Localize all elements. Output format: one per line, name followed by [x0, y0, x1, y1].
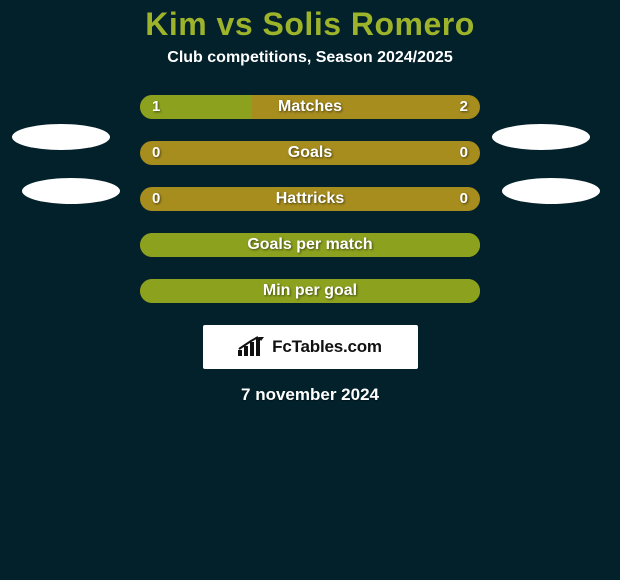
page-subtitle: Club competitions, Season 2024/2025 [0, 49, 620, 67]
stat-left-value: 0 [152, 187, 160, 211]
stat-label: Goals per match [247, 236, 372, 253]
stat-left-value: 1 [152, 95, 160, 119]
stat-bar: 1 2 Matches [140, 95, 480, 119]
stat-right-value: 2 [460, 95, 468, 119]
team-ellipse-right-2 [502, 178, 600, 204]
source-badge: FcTables.com [203, 325, 418, 369]
stat-bar: Min per goal [140, 279, 480, 303]
stat-label: Hattricks [276, 190, 344, 207]
stat-right-value: 0 [460, 187, 468, 211]
team-ellipse-right-1 [492, 124, 590, 150]
stat-bar: 0 0 Goals [140, 141, 480, 165]
team-ellipse-left-1 [12, 124, 110, 150]
stat-label: Goals [288, 144, 332, 161]
stat-label: Min per goal [263, 282, 357, 299]
stat-right-value: 0 [460, 141, 468, 165]
stat-label: Matches [278, 98, 342, 115]
stat-bars: 1 2 Matches 0 0 Goals 0 0 Hattricks Goals per mat… [140, 95, 480, 303]
chart-icon [238, 336, 264, 358]
page-title: Kim vs Solis Romero [0, 0, 620, 43]
comparison-canvas: Kim vs Solis Romero Club competitions, S… [0, 0, 620, 580]
stat-left-value: 0 [152, 141, 160, 165]
team-ellipse-left-2 [22, 178, 120, 204]
source-badge-text: FcTables.com [272, 337, 382, 357]
update-date: 7 november 2024 [0, 385, 620, 405]
stat-bar: Goals per match [140, 233, 480, 257]
stat-bar: 0 0 Hattricks [140, 187, 480, 211]
